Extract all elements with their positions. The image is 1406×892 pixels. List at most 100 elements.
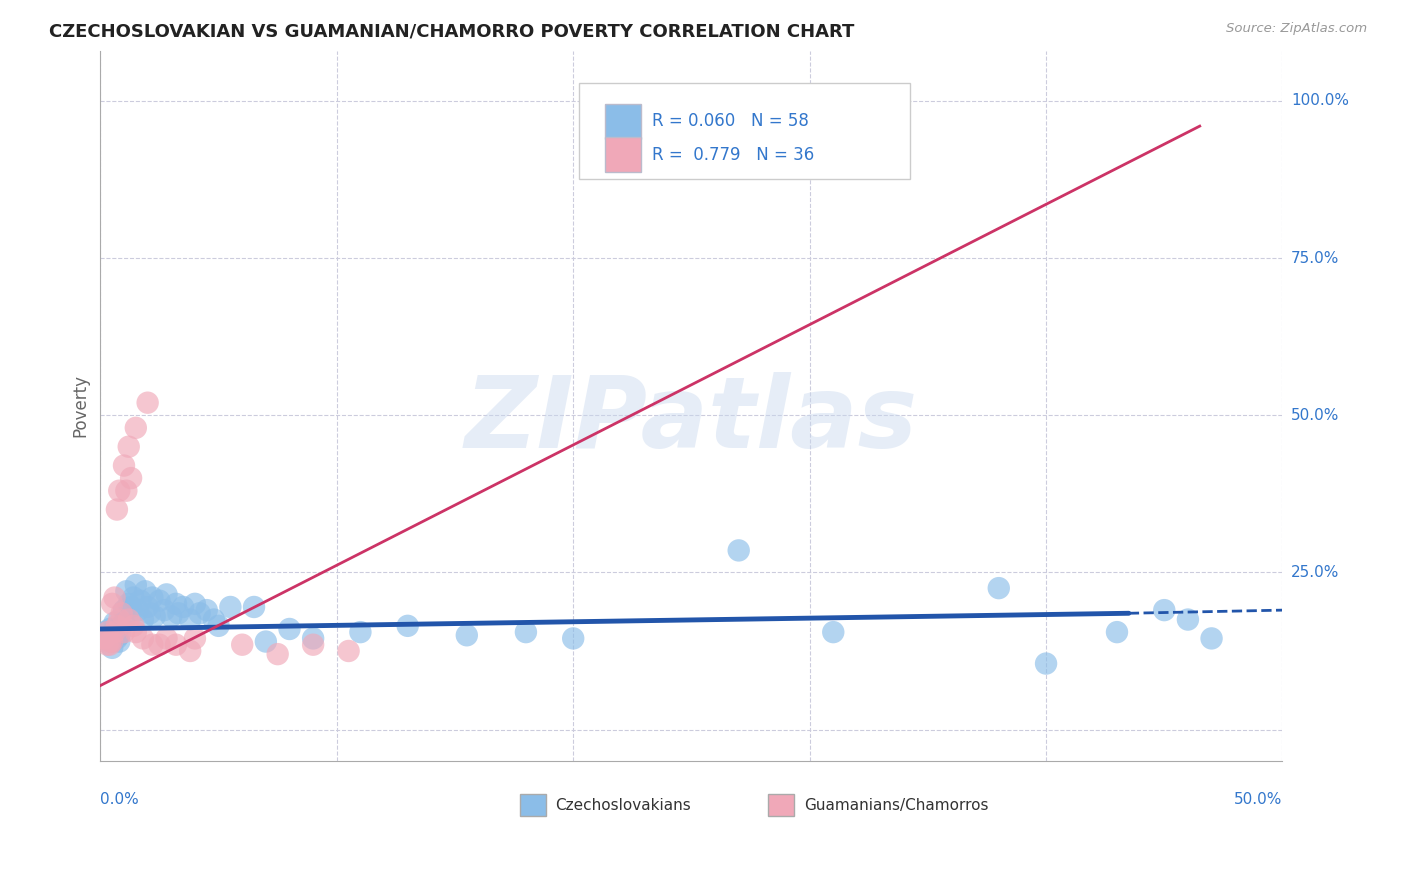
Point xyxy=(112,603,135,617)
Point xyxy=(349,625,371,640)
Point xyxy=(108,628,131,642)
Point xyxy=(112,615,135,630)
Point xyxy=(456,628,478,642)
FancyBboxPatch shape xyxy=(605,137,641,172)
Point xyxy=(101,634,124,648)
Point xyxy=(1201,632,1223,646)
Point xyxy=(823,625,845,640)
Point xyxy=(302,638,325,652)
Text: 25.0%: 25.0% xyxy=(1291,565,1339,580)
Point xyxy=(94,632,117,646)
Point xyxy=(179,613,201,627)
Point xyxy=(101,597,124,611)
Point xyxy=(337,644,360,658)
Point xyxy=(148,638,170,652)
Point xyxy=(1105,625,1128,640)
Point xyxy=(91,632,114,646)
Point xyxy=(98,622,121,636)
Point xyxy=(184,632,207,646)
Text: Source: ZipAtlas.com: Source: ZipAtlas.com xyxy=(1226,22,1367,36)
Point xyxy=(195,603,218,617)
Point xyxy=(132,613,155,627)
Point xyxy=(143,609,166,624)
Point xyxy=(103,625,125,640)
Point xyxy=(127,603,149,617)
Point xyxy=(120,599,142,614)
Point xyxy=(118,597,141,611)
Text: Czechoslovakians: Czechoslovakians xyxy=(555,797,692,813)
Point xyxy=(103,615,125,630)
Point xyxy=(96,625,118,640)
Point xyxy=(132,632,155,646)
Point xyxy=(254,634,277,648)
Point xyxy=(160,609,183,624)
Text: ZIPatlas: ZIPatlas xyxy=(465,372,918,468)
FancyBboxPatch shape xyxy=(605,103,641,139)
Point xyxy=(136,395,159,409)
Point xyxy=(103,625,125,640)
Point xyxy=(105,622,128,636)
Point xyxy=(129,593,152,607)
Point xyxy=(188,607,211,621)
Point xyxy=(141,638,163,652)
Point xyxy=(115,483,138,498)
Point xyxy=(278,622,301,636)
Point xyxy=(98,638,121,652)
Point xyxy=(105,502,128,516)
FancyBboxPatch shape xyxy=(768,794,794,816)
FancyBboxPatch shape xyxy=(520,794,546,816)
Point xyxy=(153,603,176,617)
Point xyxy=(98,634,121,648)
Point xyxy=(155,587,177,601)
Point xyxy=(207,619,229,633)
Point xyxy=(125,578,148,592)
Point xyxy=(1035,657,1057,671)
Text: 50.0%: 50.0% xyxy=(1291,408,1339,423)
Text: 100.0%: 100.0% xyxy=(1291,94,1348,109)
Point xyxy=(179,644,201,658)
FancyBboxPatch shape xyxy=(579,83,910,178)
Point xyxy=(103,591,125,605)
Point xyxy=(167,607,190,621)
Point xyxy=(118,613,141,627)
Point xyxy=(243,599,266,614)
Y-axis label: Poverty: Poverty xyxy=(72,375,89,437)
Point xyxy=(115,584,138,599)
Point xyxy=(727,543,749,558)
Point xyxy=(515,625,537,640)
Text: R =  0.779   N = 36: R = 0.779 N = 36 xyxy=(652,145,814,164)
Text: Guamanians/Chamorros: Guamanians/Chamorros xyxy=(804,797,988,813)
Point xyxy=(101,634,124,648)
Point xyxy=(266,647,288,661)
Point xyxy=(111,607,134,621)
Point xyxy=(165,597,187,611)
Point xyxy=(136,599,159,614)
Point xyxy=(112,625,135,640)
Point xyxy=(231,638,253,652)
Point xyxy=(96,638,118,652)
Point xyxy=(108,613,131,627)
Text: 0.0%: 0.0% xyxy=(100,791,139,806)
Point xyxy=(302,632,325,646)
Text: 75.0%: 75.0% xyxy=(1291,251,1339,266)
Point xyxy=(122,619,145,633)
Point xyxy=(122,591,145,605)
Point xyxy=(1153,603,1175,617)
Point xyxy=(396,619,419,633)
Point xyxy=(148,593,170,607)
Text: R = 0.060   N = 58: R = 0.060 N = 58 xyxy=(652,112,810,130)
Point xyxy=(105,619,128,633)
Point xyxy=(125,625,148,640)
Text: CZECHOSLOVAKIAN VS GUAMANIAN/CHAMORRO POVERTY CORRELATION CHART: CZECHOSLOVAKIAN VS GUAMANIAN/CHAMORRO PO… xyxy=(49,22,855,40)
Point xyxy=(202,613,225,627)
Point xyxy=(134,584,156,599)
Text: 50.0%: 50.0% xyxy=(1234,791,1282,806)
Point xyxy=(120,471,142,485)
Point xyxy=(562,632,585,646)
Point xyxy=(1177,613,1199,627)
Point xyxy=(108,483,131,498)
Point xyxy=(105,632,128,646)
Point xyxy=(155,632,177,646)
Point xyxy=(94,625,117,640)
Point xyxy=(101,640,124,655)
